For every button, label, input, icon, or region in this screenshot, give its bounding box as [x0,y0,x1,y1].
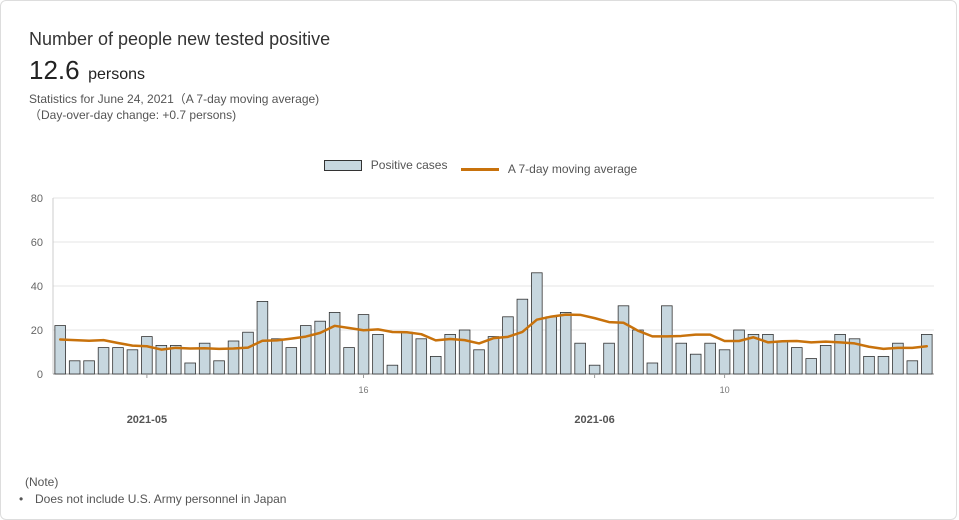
bar-positive-cases [54,325,66,375]
bar-positive-cases [762,333,774,375]
bar-positive-cases [227,340,240,375]
positive-cases-chart: 0 20 40 60 80 2021-05 16 2021-06 10 [31,193,934,426]
card-title: Number of people new tested positive [29,29,331,49]
bar-positive-cases [632,329,644,375]
bar-positive-cases [112,347,124,375]
legend-item-moving-average[interactable]: A 7-day moving average [460,162,638,176]
headline-value: 12.6 [29,55,80,85]
bar-positive-cases [863,355,875,375]
bar-positive-cases [83,360,95,375]
bar-positive-cases [545,316,558,375]
bar-positive-cases [242,331,254,375]
bar-positive-cases [574,342,586,375]
bar-positive-cases [646,362,659,375]
x-tick-label: 2021-06 [574,414,614,426]
bar-positive-cases [791,347,803,375]
legend-item-positive-cases[interactable]: Positive cases [323,158,448,172]
bar-positive-cases [170,344,182,375]
bar-positive-cases [906,360,919,375]
line-swatch-icon [460,167,499,171]
x-tick-label: 10 [720,385,730,395]
bar-positive-cases [68,360,81,375]
legend-label-positive-cases: Positive cases [370,158,448,172]
y-tick-label: 40 [31,281,43,293]
bar-positive-cases [429,355,442,375]
bar-positive-cases [487,336,500,375]
statistics-date: Statistics for June 24, 2021（A 7-day mov… [29,92,320,106]
moving-average-line [58,313,929,351]
bar-positive-cases [877,355,890,375]
bar-positive-cases [921,333,933,375]
bar-positive-cases [661,305,673,375]
legend-label-moving-average: A 7-day moving average [507,162,638,176]
day-over-day-change: （Day-over-day change: +0.7 persons) [29,108,237,122]
bar-positive-cases [357,314,370,375]
y-tick-label: 80 [31,193,43,205]
bar-positive-cases [328,312,341,375]
y-tick-label: 20 [31,325,43,337]
bar-positive-cases [805,358,817,375]
bar-positive-cases [603,342,615,375]
bar-positive-cases [516,298,529,375]
bar-positive-cases [271,338,283,375]
bar-positive-cases [415,338,428,375]
bar-positive-cases [848,338,861,375]
bar-positive-cases [588,364,601,375]
bar-positive-cases [559,312,572,375]
y-tick-label: 60 [31,237,43,249]
bar-positive-cases [704,342,716,375]
bar-positive-cases [213,360,225,375]
x-tick-label: 16 [359,385,369,395]
bar-positive-cases [256,301,269,375]
headline-value-row: 12.6 persons [29,55,145,86]
bar-positive-cases [733,329,745,375]
note-item: Does not include U.S. Army personnel in … [19,492,287,506]
chart-legend: Positive cases A 7-day moving average [1,158,959,176]
bar-positive-cases [458,329,471,375]
bar-positive-cases [184,362,196,375]
bar-positive-cases [892,342,904,375]
bar-swatch-icon [323,159,362,171]
bar-positive-cases [502,316,514,375]
bar-positive-cases [675,342,687,375]
bar-positive-cases [386,364,399,375]
bar-positive-cases [401,331,413,375]
bar-positive-cases [299,325,312,375]
bar-positive-cases [834,333,846,375]
y-tick-label: 0 [37,369,43,381]
bar-positive-cases [718,349,731,375]
bar-positive-cases [97,347,110,375]
bar-positive-cases [444,333,456,375]
bar-positive-cases [155,344,168,375]
bar-positive-cases [141,336,153,375]
bar-positive-cases [372,333,384,375]
bar-positive-cases [747,333,760,375]
bar-positive-cases [689,353,702,375]
headline-unit: persons [88,66,145,83]
note-title: (Note) [25,475,59,489]
bar-positive-cases [819,344,832,375]
bar-positive-cases [285,347,298,375]
x-tick-label: 2021-05 [127,414,167,426]
bar-positive-cases [343,347,355,375]
bar-positive-cases [473,349,485,375]
bar-positive-cases [126,349,139,375]
bar-positive-cases [617,305,630,375]
bar-positive-cases [198,342,211,375]
bar-positive-cases [776,340,789,375]
bar-positive-cases [314,320,326,375]
